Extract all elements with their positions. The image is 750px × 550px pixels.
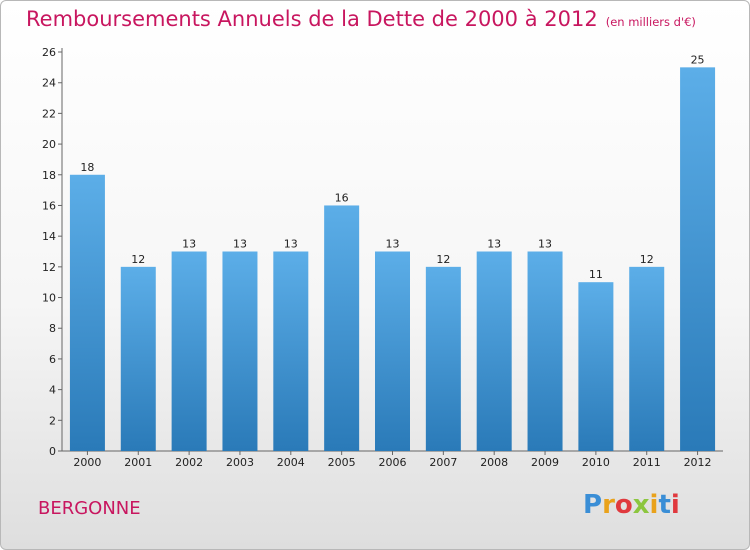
x-tick-label: 2007	[429, 456, 457, 469]
bar	[629, 266, 665, 451]
logo-letter: P	[583, 490, 603, 520]
logo-letter: t	[658, 490, 671, 520]
bar	[69, 174, 105, 451]
logo-letter: i	[649, 490, 659, 520]
chart-title: Remboursements Annuels de la Dette de 20…	[26, 7, 696, 31]
bar	[120, 266, 156, 451]
y-tick-label: 24	[42, 77, 56, 90]
bar	[171, 251, 207, 451]
y-tick-label: 18	[42, 169, 56, 182]
x-tick-label: 2008	[480, 456, 508, 469]
data-label: 13	[182, 238, 196, 251]
x-tick-label: 2003	[226, 456, 254, 469]
data-label: 12	[640, 253, 654, 266]
x-tick-label: 2012	[684, 456, 712, 469]
data-label: 13	[538, 238, 552, 251]
x-tick-label: 2002	[175, 456, 203, 469]
x-tick-label: 2011	[633, 456, 661, 469]
data-label: 16	[335, 191, 349, 204]
data-label: 13	[386, 238, 400, 251]
x-tick-label: 2010	[582, 456, 610, 469]
bar	[476, 251, 512, 451]
bar	[680, 67, 716, 451]
data-label: 12	[436, 253, 450, 266]
y-tick-label: 12	[42, 261, 56, 274]
y-tick-label: 0	[49, 445, 56, 458]
y-tick-label: 14	[42, 230, 56, 243]
y-tick-label: 2	[49, 414, 56, 427]
data-label: 25	[691, 53, 705, 66]
data-label: 13	[284, 238, 298, 251]
y-tick-label: 6	[49, 353, 56, 366]
bar	[222, 251, 258, 451]
bar	[578, 282, 614, 451]
bar	[527, 251, 563, 451]
y-tick-label: 26	[42, 46, 56, 59]
bar	[425, 266, 461, 451]
title-text: Remboursements Annuels de la Dette de 20…	[26, 7, 598, 31]
x-tick-label: 2001	[124, 456, 152, 469]
data-label: 18	[80, 161, 94, 174]
y-tick-label: 22	[42, 107, 56, 120]
data-label: 13	[487, 238, 501, 251]
y-tick-label: 20	[42, 138, 56, 151]
bar	[273, 251, 309, 451]
data-label: 12	[131, 253, 145, 266]
bar	[375, 251, 410, 451]
x-tick-label: 2004	[277, 456, 305, 469]
bars	[69, 67, 716, 451]
data-label: 11	[589, 268, 603, 281]
logo-letter: o	[614, 490, 633, 520]
x-tick-label: 2000	[73, 456, 101, 469]
unit-label: (en milliers d'€)	[605, 15, 696, 29]
x-tick-label: 2009	[531, 456, 559, 469]
labels: 2000 18 2001 12 2002 13 2003 13 2004 13 2005 16 2006…	[73, 53, 711, 469]
y-tick-label: 16	[42, 199, 56, 212]
logo-letter: i	[670, 490, 680, 520]
y-tick-label: 4	[49, 384, 56, 397]
y-tick-label: 8	[49, 322, 56, 335]
logo-letter: x	[632, 490, 650, 520]
y-tick-label: 10	[42, 292, 56, 305]
x-tick-label: 2005	[328, 456, 356, 469]
proxiti-logo: Proxiti	[583, 490, 680, 520]
logo-letter: r	[602, 490, 615, 520]
bar	[324, 205, 360, 451]
x-tick-label: 2006	[379, 456, 407, 469]
data-label: 13	[233, 238, 247, 251]
commune-name: BERGONNE	[38, 498, 141, 519]
